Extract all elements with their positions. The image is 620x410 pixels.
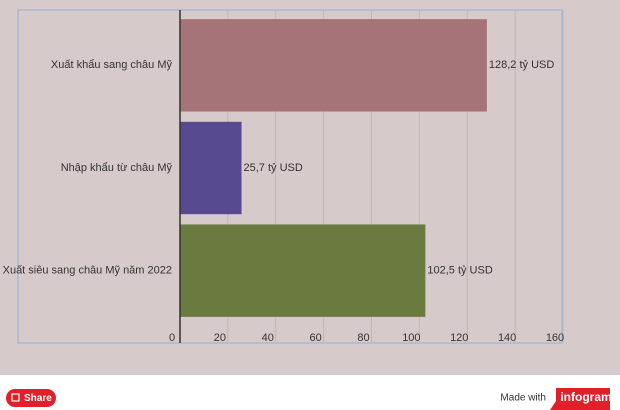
x-tick-label: 120 (450, 332, 468, 344)
brand[interactable]: infogram (560, 390, 611, 404)
x-tick-label: 160 (546, 332, 564, 344)
x-tick-label: 20 (214, 332, 226, 344)
bar (180, 224, 426, 317)
footer (0, 375, 620, 410)
share-button[interactable]: Share (6, 389, 56, 407)
x-tick-label: 80 (357, 332, 369, 344)
y-tick-label: Xuất khẩu sang châu Mỹ (51, 59, 173, 71)
value-label: 25,7 tỷ USD (244, 162, 303, 174)
value-label: 128,2 tỷ USD (489, 59, 554, 71)
bar (180, 19, 487, 112)
share-icon (11, 393, 20, 402)
bar (180, 121, 242, 215)
made-with: Made with (500, 393, 546, 404)
x-tick-label: 100 (402, 332, 420, 344)
y-tick-label: Xuất siêu sang châu Mỹ năm 2022 (3, 265, 172, 277)
y-tick-label: Nhập khẩu từ châu Mỹ (61, 162, 173, 174)
x-tick-label: 60 (310, 332, 322, 344)
x-tick-label: 40 (262, 332, 274, 344)
x-tick-label: 140 (498, 332, 516, 344)
plot-frame (17, 9, 563, 344)
x-tick-label: 0 (169, 332, 175, 344)
share-label[interactable]: Share (24, 393, 52, 404)
value-label: 102,5 tỷ USD (427, 265, 492, 277)
brand-bg[interactable] (550, 388, 610, 410)
